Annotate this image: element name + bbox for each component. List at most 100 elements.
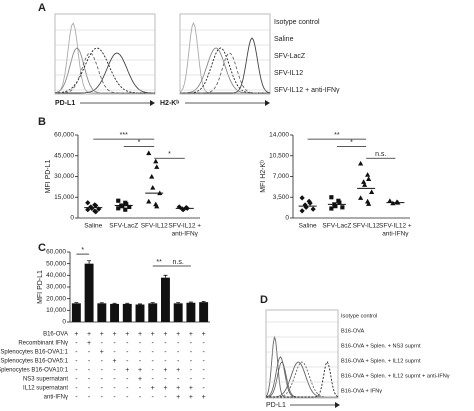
condition-sign: -	[75, 340, 78, 347]
x-tick-label: anti-IFNγ	[382, 231, 409, 238]
condition-sign: +	[176, 367, 180, 374]
histogram-trace	[54, 47, 155, 94]
bar	[148, 303, 158, 322]
condition-sign: -	[126, 376, 129, 383]
x-tick-label: SFV-IL12 +	[168, 223, 201, 230]
point	[366, 201, 372, 206]
condition-sign: +	[74, 331, 78, 338]
condition-label: Splenocytes B16-OVA10:1	[0, 368, 69, 374]
point	[340, 205, 345, 210]
condition-sign: +	[125, 331, 129, 338]
condition-sign: -	[139, 394, 142, 401]
condition-sign: +	[202, 394, 206, 401]
condition-sign: +	[163, 331, 167, 338]
error-bar	[201, 300, 206, 303]
condition-sign: +	[100, 331, 104, 338]
condition-sign: -	[113, 376, 116, 383]
error-bar	[138, 303, 142, 305]
condition-label: B16-OVA	[43, 332, 68, 338]
condition-sign: -	[88, 358, 91, 365]
error-bar	[150, 302, 155, 304]
condition-sign: -	[202, 376, 205, 383]
legend-label: B16-OVA + Splen. + NS3 suprnt	[341, 343, 421, 349]
condition-label: IL12 supernatant	[23, 386, 68, 392]
point	[329, 195, 334, 200]
x-label: PD-L1	[266, 402, 286, 409]
condition-sign: -	[190, 349, 193, 356]
point	[85, 207, 91, 213]
condition-sign: -	[202, 367, 205, 374]
panel-label: D	[260, 294, 268, 306]
y-tick-label: 0	[285, 215, 289, 222]
condition-sign: -	[190, 367, 193, 374]
condition-sign: +	[189, 394, 193, 401]
condition-sign: -	[152, 340, 155, 347]
condition-sign: -	[101, 376, 104, 383]
y-tick-label: 3,500	[273, 194, 290, 201]
point	[85, 200, 91, 206]
condition-sign: -	[177, 349, 180, 356]
point	[154, 164, 160, 169]
error-bar	[87, 260, 92, 264]
bar	[173, 303, 183, 322]
error-bar	[188, 301, 193, 303]
condition-sign: -	[75, 358, 78, 365]
sig-label: ***	[120, 132, 128, 139]
condition-sign: -	[126, 385, 129, 392]
bar	[135, 304, 145, 322]
bar	[161, 277, 170, 322]
y-tick-label: 0	[70, 215, 74, 222]
y-tick-label: 40,000	[46, 272, 66, 279]
condition-label: NS3 supernatant	[23, 377, 68, 383]
condition-label: Recombinant IFNγ	[18, 341, 68, 347]
point	[333, 204, 338, 209]
condition-label: Splenocytes B16-OVA5:1	[0, 359, 68, 365]
x-label: PD-L1	[55, 100, 75, 107]
y-tick-label: 45,000	[54, 152, 74, 159]
legend-label: B16-OVA	[341, 328, 364, 334]
point	[366, 176, 372, 181]
condition-sign: -	[126, 394, 129, 401]
y-tick-label: 60,000	[54, 132, 74, 139]
histogram-trace	[266, 361, 339, 398]
point	[362, 182, 368, 187]
y-tick-label: 30,000	[46, 284, 66, 291]
condition-label: anti-IFNγ	[44, 395, 68, 401]
point	[149, 173, 155, 179]
condition-sign: -	[113, 340, 116, 347]
hist-box	[179, 13, 271, 95]
condition-sign: -	[202, 340, 205, 347]
point	[146, 150, 152, 156]
condition-sign: -	[75, 394, 78, 401]
point	[153, 158, 159, 164]
legend-label: B16-OVA + IFNγ	[341, 388, 382, 394]
histogram-trace	[179, 21, 270, 94]
condition-sign: -	[139, 385, 142, 392]
y-tick-label: 0	[62, 319, 66, 326]
error-bar	[99, 302, 104, 304]
error-bar	[74, 302, 79, 304]
y-tick-label: 10,000	[46, 307, 66, 314]
bar	[186, 302, 196, 322]
condition-sign: -	[101, 385, 104, 392]
sig-label: *	[350, 139, 353, 146]
point	[93, 202, 99, 209]
arrow-head	[335, 402, 340, 408]
point	[358, 160, 364, 166]
point	[116, 198, 121, 203]
point	[123, 207, 128, 212]
condition-sign: +	[100, 349, 104, 356]
condition-sign: -	[113, 385, 116, 392]
condition-sign: -	[152, 376, 155, 383]
point	[361, 179, 367, 184]
condition-sign: -	[75, 376, 78, 383]
condition-sign: -	[152, 394, 155, 401]
condition-sign: -	[164, 349, 167, 356]
condition-sign: -	[113, 394, 116, 401]
sig-label: **	[334, 132, 340, 139]
condition-sign: -	[202, 358, 205, 365]
condition-sign: -	[113, 367, 116, 374]
condition-sign: -	[152, 358, 155, 365]
condition-sign: -	[139, 340, 142, 347]
arrow-head	[265, 100, 270, 106]
